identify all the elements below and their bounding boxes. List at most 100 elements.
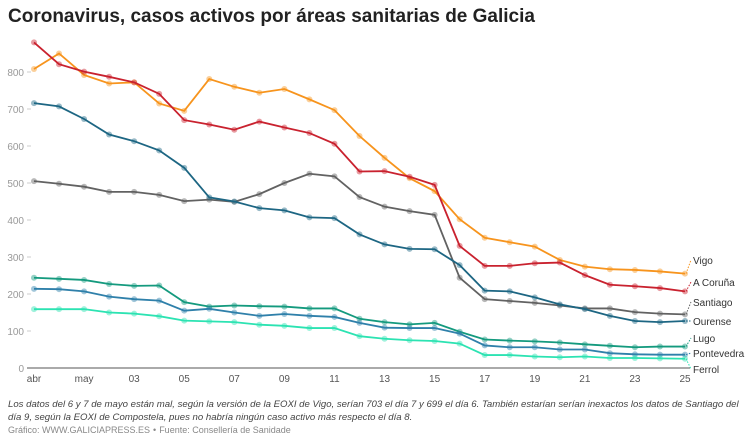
data-point-a-coru-a: [481, 262, 488, 269]
y-tick-label: 500: [7, 179, 24, 190]
data-point-ourense: [131, 138, 138, 145]
data-point-lugo: [356, 315, 363, 322]
data-point-a-coru-a: [31, 39, 37, 46]
data-point-lugo: [81, 276, 88, 283]
data-point-santiago: [656, 310, 663, 317]
data-point-ferrol: [631, 355, 638, 362]
data-point-lugo: [181, 299, 188, 306]
data-point-pontevedra: [131, 296, 138, 303]
x-tick-label: 15: [429, 374, 441, 385]
data-point-a-coru-a: [156, 90, 163, 97]
data-point-santiago: [81, 183, 88, 190]
data-point-ourense: [106, 131, 113, 138]
data-point-a-coru-a: [81, 68, 88, 75]
data-point-vigo: [81, 71, 88, 78]
data-point-ferrol: [682, 355, 688, 362]
data-point-ferrol: [256, 321, 263, 328]
data-point-ferrol: [356, 333, 363, 340]
data-point-ferrol: [306, 325, 313, 332]
data-point-santiago: [331, 173, 338, 180]
data-point-pontevedra: [656, 351, 663, 358]
data-point-lugo: [256, 303, 263, 310]
data-point-santiago: [156, 191, 163, 198]
data-point-ourense: [606, 312, 613, 319]
data-point-a-coru-a: [106, 73, 113, 80]
data-point-ourense: [381, 241, 388, 248]
data-point-a-coru-a: [631, 283, 638, 290]
data-point-vigo: [356, 133, 363, 140]
data-point-vigo: [181, 107, 188, 114]
data-point-pontevedra: [481, 342, 488, 349]
data-point-lugo: [331, 305, 338, 312]
data-point-ferrol: [581, 353, 588, 360]
data-point-santiago: [106, 188, 113, 195]
label-connector-pontevedra: [685, 352, 692, 356]
data-point-pontevedra: [356, 319, 363, 326]
data-point-vigo: [481, 234, 488, 241]
y-tick-label: 0: [18, 364, 24, 375]
y-tick-label: 400: [7, 216, 24, 227]
x-tick-label: may: [75, 374, 94, 385]
series-line-lugo: [33, 276, 685, 349]
data-point-ferrol: [31, 306, 37, 313]
data-point-ferrol: [131, 310, 138, 317]
data-point-lugo: [131, 282, 138, 289]
data-point-santiago: [181, 198, 188, 205]
data-point-santiago: [631, 309, 638, 316]
data-point-ourense: [631, 318, 638, 325]
data-point-ourense: [206, 194, 213, 201]
data-point-santiago: [506, 298, 513, 305]
series-label-ourense: Ourense: [693, 317, 732, 328]
data-point-ourense: [281, 207, 288, 214]
data-point-santiago: [606, 305, 613, 312]
data-point-santiago: [131, 188, 138, 195]
data-point-a-coru-a: [456, 242, 463, 249]
data-point-a-coru-a: [281, 124, 288, 131]
data-point-pontevedra: [281, 310, 288, 317]
data-point-lugo: [156, 282, 163, 289]
data-point-lugo: [231, 302, 238, 309]
data-point-santiago: [381, 203, 388, 210]
data-point-a-coru-a: [581, 272, 588, 279]
data-point-ferrol: [331, 325, 338, 332]
data-point-ourense: [656, 319, 663, 326]
chart-title: Coronavirus, casos activos por áreas san…: [8, 6, 535, 27]
data-point-pontevedra: [456, 330, 463, 337]
data-point-santiago: [431, 211, 438, 218]
x-tick-label: 07: [229, 374, 241, 385]
label-connector-lugo: [685, 337, 692, 347]
data-point-ourense: [456, 262, 463, 269]
data-point-ferrol: [156, 313, 163, 320]
data-point-pontevedra: [606, 350, 613, 357]
data-point-ferrol: [381, 335, 388, 342]
data-point-santiago: [481, 296, 488, 303]
y-tick-label: 700: [7, 105, 24, 116]
data-point-lugo: [406, 321, 413, 328]
chart-credit: Gráfico: WWW.GALICIAPRESS.ES: [8, 425, 151, 435]
data-point-ourense: [682, 318, 688, 325]
data-point-vigo: [256, 89, 263, 96]
data-point-pontevedra: [56, 286, 63, 293]
data-point-vigo: [556, 256, 563, 263]
x-tick-label: 17: [479, 374, 491, 385]
data-point-lugo: [631, 344, 638, 351]
data-point-ferrol: [106, 309, 113, 316]
data-point-pontevedra: [531, 344, 538, 351]
data-point-santiago: [256, 191, 263, 198]
data-point-a-coru-a: [656, 285, 663, 292]
data-point-lugo: [581, 341, 588, 348]
series-label-ferrol: Ferrol: [693, 365, 719, 376]
data-point-santiago: [31, 178, 37, 185]
x-tick-label: 25: [679, 374, 691, 385]
data-point-ourense: [306, 214, 313, 221]
data-point-vigo: [456, 216, 463, 223]
data-point-lugo: [106, 281, 113, 288]
data-point-ferrol: [531, 353, 538, 360]
data-point-santiago: [56, 180, 63, 187]
x-tick-label: abr: [27, 374, 42, 385]
data-point-lugo: [56, 275, 63, 282]
series-line-ourense: [33, 102, 686, 324]
data-point-pontevedra: [306, 312, 313, 319]
data-point-ourense: [56, 103, 63, 110]
data-point-a-coru-a: [356, 168, 363, 175]
